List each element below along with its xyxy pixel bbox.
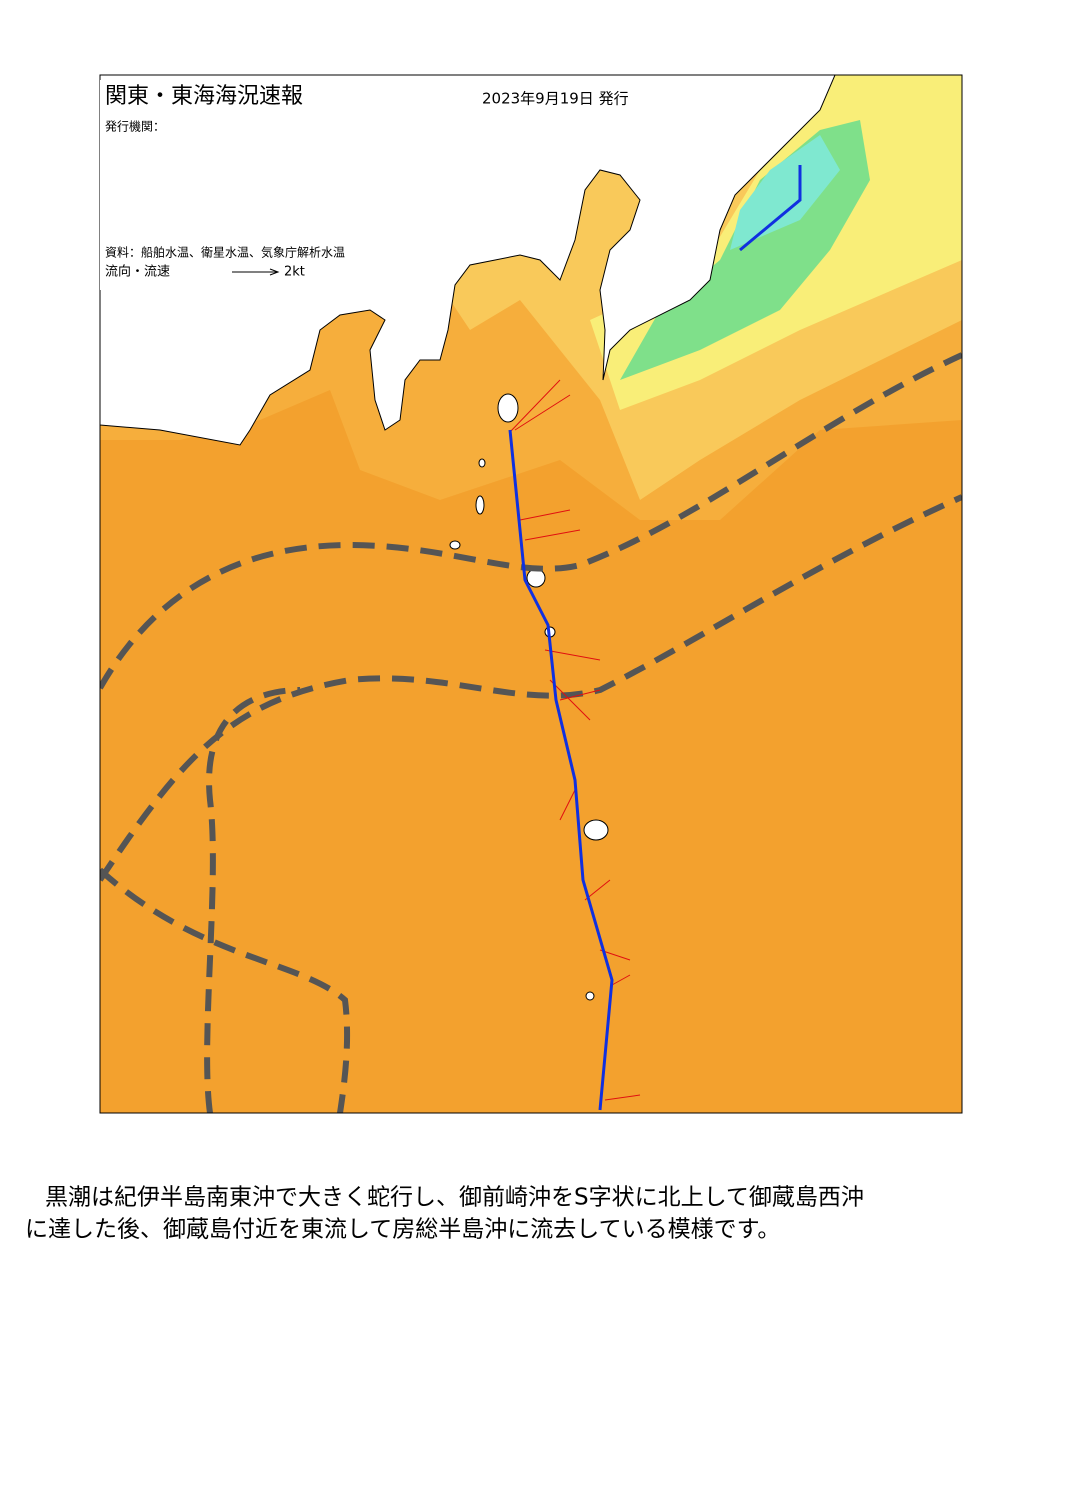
legend-speed: 2kt xyxy=(284,265,305,280)
islands xyxy=(449,393,609,1001)
current-vector xyxy=(509,379,641,1101)
island xyxy=(526,568,546,588)
island xyxy=(497,393,519,423)
issue-date: 2023年9月19日 発行 xyxy=(482,90,629,108)
island xyxy=(583,819,609,841)
legend-label: 流向・流速 xyxy=(105,264,170,280)
map-area xyxy=(100,75,962,1113)
isotherms xyxy=(100,352,962,1113)
isotherm xyxy=(100,352,962,690)
data-source: 資料：船舶水温、衛星水温、気象庁解析水温 xyxy=(105,245,345,260)
summary-line: に達した後、御蔵島付近を東流して房総半島沖に流去している模様です。 xyxy=(25,1217,780,1243)
map-title: 関東・東海海況速報 xyxy=(105,84,303,109)
kuroshio-axis xyxy=(508,429,614,1111)
issuer-label: 発行機関： xyxy=(105,119,165,134)
island xyxy=(475,495,485,515)
isotherm xyxy=(204,687,301,1113)
current-vectors xyxy=(509,379,641,1101)
legend-box xyxy=(100,80,440,290)
isotherm xyxy=(100,867,351,1113)
island xyxy=(449,540,461,550)
map-frame xyxy=(99,74,963,1114)
isotherm xyxy=(100,494,962,882)
legend-arrowhead xyxy=(269,268,280,276)
island xyxy=(478,458,486,468)
sea-cyan xyxy=(730,135,840,250)
cold-front xyxy=(739,165,802,252)
summary-line: 黒潮は紀伊半島南東沖で大きく蛇行し、御前崎沖をS字状に北上して御蔵島西沖 xyxy=(45,1185,864,1211)
island xyxy=(585,991,595,1001)
